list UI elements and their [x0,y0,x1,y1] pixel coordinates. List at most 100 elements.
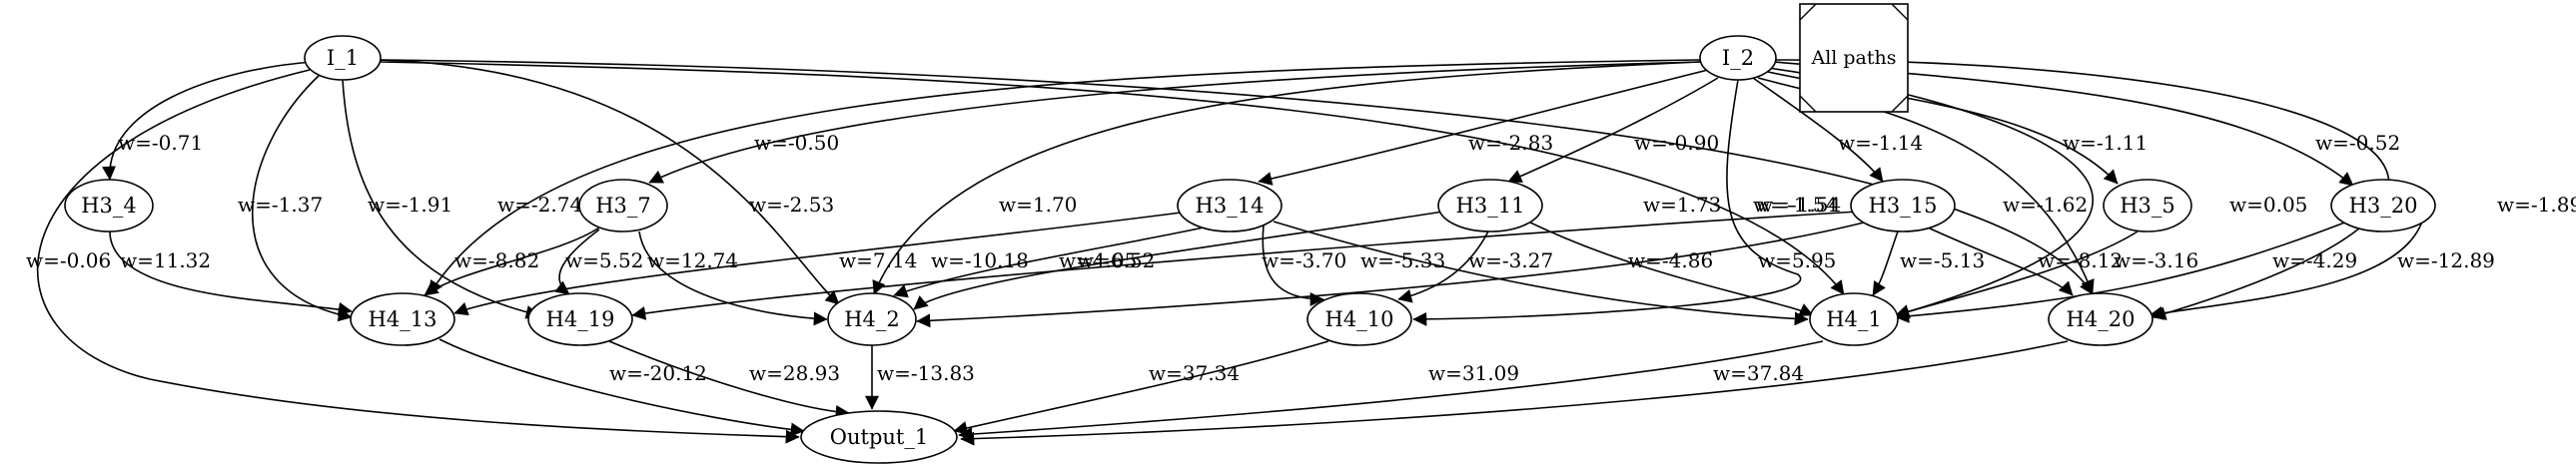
node-label: H3_7 [595,194,651,218]
node-h3-11[interactable]: H3_11 [1437,179,1543,232]
edge-line [1773,59,2390,320]
edge-weight-label: w=31.09 [1428,361,1519,385]
edge-I_1-H4_1: w=1.73 [380,61,1845,295]
edge-weight-label: w=-1.11 [2063,131,2147,155]
node-h3-20[interactable]: H3_20 [2330,179,2436,232]
edge-line [251,74,353,322]
node-h4-19[interactable]: H4_19 [527,292,633,346]
edge-weight-label: w=-4.86 [1628,248,1713,272]
edge-I_1-H3_4: w=-0.71 [102,61,314,181]
node-ellipse[interactable] [1809,292,1899,346]
edge-weight-label: w=-1.91 [368,193,452,217]
edge-weight-label: w=-3.16 [2114,248,2198,272]
edge-I_2-H3_11: w=-0.90 [1507,77,1719,184]
edge-weight-label: w=1.70 [999,193,1077,217]
edge-weight-label: w=-2.53 [749,193,834,217]
node-ellipse[interactable] [2048,292,2153,346]
edge-weight-label: w=-12.89 [2397,248,2495,272]
edge-line [102,61,314,181]
edge-weight-label: w=-1.37 [238,193,323,217]
edge-H3_20-H4_20: w=-12.89 [2148,221,2495,320]
edge-line [109,231,353,316]
edge-H3_7-H4_19: w=5.52 [554,229,643,295]
edge-weight-label: w=-0.90 [1634,131,1719,155]
node-label: H4_20 [2067,307,2136,331]
edge-line [380,61,1845,295]
node-h4-2[interactable]: H4_2 [827,292,917,346]
node-h3-15[interactable]: H3_15 [1850,179,1956,232]
node-i-1[interactable]: I_1 [304,35,382,81]
edge-line [380,59,2094,295]
node-h3-4[interactable]: H3_4 [64,179,154,232]
edge-weight-label: w=-3.27 [1468,248,1553,272]
node-ellipse[interactable] [578,179,668,232]
edge-weight-label: w=37.84 [1713,361,1804,385]
edge-weight-label: w=11.32 [120,248,211,272]
edge-H3_11-H4_1: w=-4.86 [1527,221,1814,316]
edge-line [438,338,805,437]
node-i-2[interactable]: I_2 [1699,35,1777,81]
node-output-1[interactable]: Output_1 [800,410,958,464]
edge-H4_19-Output_1: w=28.93 [608,340,850,419]
edge-line [342,79,540,319]
node-ellipse[interactable] [827,292,917,346]
node-h4-20[interactable]: H4_20 [2048,292,2153,346]
edge-I_2-H4_10: w=-1.54 [1412,79,1841,326]
edge-weight-label: w=5.52 [565,248,643,272]
node-ellipse[interactable] [1177,179,1283,232]
edge-H3_11-H4_10: w=-3.27 [1397,231,1553,303]
edge-line [2148,221,2423,320]
edge-H4_1-Output_1: w=31.09 [958,340,1824,442]
nodes-layer: I_1 I_2 H3_4 H3_7 H3_14 H3_11 H3_15 H3_5 H3_20 H4… [64,35,2436,464]
edge-weight-label: w=-0.06 [26,248,111,272]
edge-weight-label: w=37.34 [1149,361,1240,385]
node-ellipse[interactable] [64,179,154,232]
node-h3-5[interactable]: H3_5 [2103,179,2192,232]
edge-I_2-H4_20: w=-1.89 [1773,59,2576,320]
node-ellipse[interactable] [1437,179,1543,232]
edge-H4_2-Output_1: w=-13.83 [865,345,975,410]
edge-H3_15-H4_19: w=-10.18 [631,211,1859,320]
node-h4-10[interactable]: H4_10 [1306,292,1412,346]
edge-line [1527,221,1814,316]
edge-line [916,221,1869,328]
node-label: H3_11 [1456,194,1525,218]
node-h4-1[interactable]: H4_1 [1809,292,1899,346]
edge-H3_7-H4_2: w=12.74 [638,231,828,326]
node-h3-14[interactable]: H3_14 [1177,179,1283,232]
edge-H3_14-H4_10: w=-3.70 [1262,225,1346,306]
node-ellipse[interactable] [2103,179,2192,232]
edge-weight-label: w=-2.74 [497,193,582,217]
node-ellipse[interactable] [1306,292,1412,346]
node-label: Output_1 [830,425,928,449]
edge-I_2-H3_14: w=-2.83 [1258,69,1709,186]
node-ellipse[interactable] [800,410,958,464]
edge-line [913,211,1444,310]
legend-label: All paths [1810,47,1896,69]
edge-weight-label: w=-0.52 [2315,131,2400,155]
legend-box: All paths [1799,3,1909,113]
edge-H3_14-H4_1: w=-5.33 [1273,221,1809,326]
edge-weight-label: w=-8.12 [2038,248,2123,272]
node-ellipse[interactable] [2330,179,2436,232]
node-ellipse[interactable] [1850,179,1956,232]
edge-H4_13-Output_1: w=-20.12 [438,338,805,437]
node-label: H3_5 [2120,194,2175,218]
node-ellipse[interactable] [304,35,382,81]
node-ellipse[interactable] [350,292,455,346]
edge-I_2-H4_13: w=-2.74 [429,59,1701,295]
node-label: H4_1 [1826,307,1882,331]
node-label: H3_4 [81,194,137,218]
node-h4-13[interactable]: H4_13 [350,292,455,346]
edge-line [893,227,1205,298]
edge-I_1-H4_20: w=-1.54 [380,59,2094,295]
node-h3-7[interactable]: H3_7 [578,179,668,232]
edge-H3_15-H4_1: w=-5.13 [1872,231,1985,296]
node-ellipse[interactable] [1699,35,1777,81]
edge-line [1412,79,1802,326]
edge-H4_20-Output_1: w=37.84 [960,340,2069,446]
node-ellipse[interactable] [527,292,633,346]
node-label: H4_19 [546,307,615,331]
edge-line [1895,221,2348,323]
